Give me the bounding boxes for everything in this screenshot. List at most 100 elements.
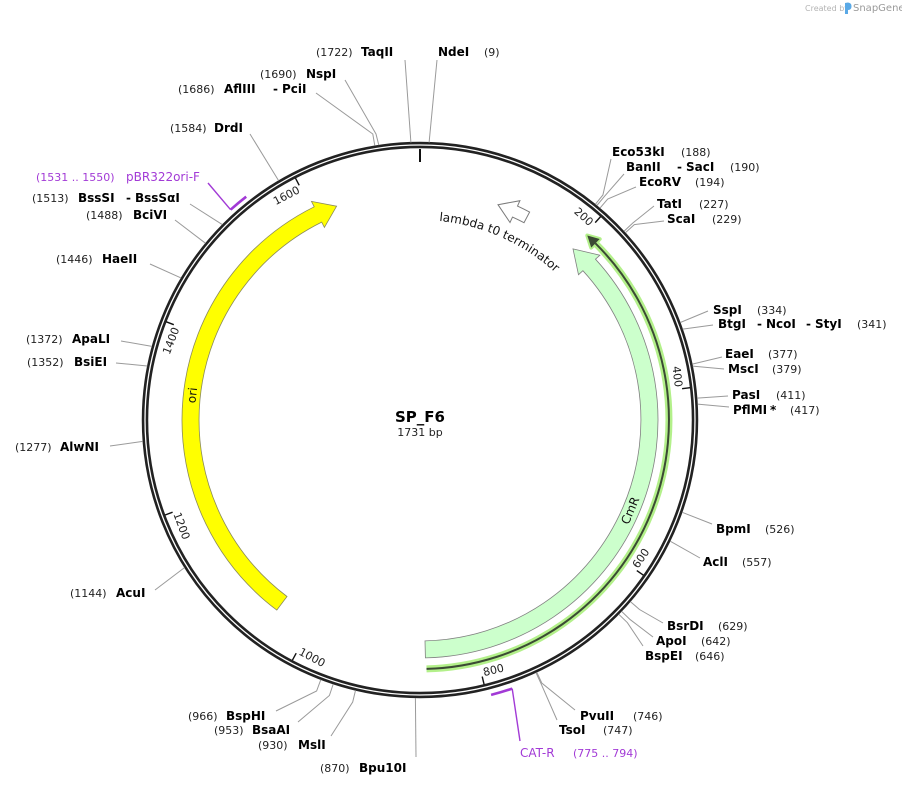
site-position: (557) (742, 556, 772, 569)
site-bspei: BspEI (646) (618, 613, 725, 663)
backbone-ring (141, 141, 699, 699)
enzyme-name: ApoI (656, 634, 687, 648)
site-sspi: SspI (334) (680, 303, 787, 323)
primer-range: (1531 .. 1550) (36, 171, 115, 184)
site-position: (334) (757, 304, 787, 317)
site-apali: (1372) ApaLI (26, 332, 152, 347)
enzyme-name: BsaAI (252, 723, 290, 737)
enzyme-name: BssSI (78, 191, 115, 205)
site-msci: MscI (379) (692, 362, 802, 376)
enzyme-name: NspI (306, 67, 336, 81)
site-position: (190) (730, 161, 760, 174)
site-eco53ki: Eco53kI (188) (594, 145, 711, 205)
enzyme-name: BciVI (133, 208, 167, 222)
site-position: (870) (320, 762, 350, 775)
site-position: (341) (857, 318, 887, 331)
site-bcivi: (1488) BciVI (86, 208, 206, 244)
enzyme-name: TaqII (361, 45, 393, 59)
site-position: (417) (790, 404, 820, 417)
enzyme-name: PvuII (580, 709, 614, 723)
enzyme-name: NcoI (766, 317, 796, 331)
enzyme-name: HaeII (102, 252, 137, 266)
site-eaei: EaeI (377) (692, 347, 798, 365)
enzyme-name: AcuI (116, 586, 145, 600)
site-position: (1722) (316, 46, 353, 59)
snapgene-logo-icon (845, 2, 852, 14)
site-position: (953) (214, 724, 244, 737)
enzyme-name: ScaI (667, 212, 695, 226)
site-position: (1686) (178, 83, 215, 96)
terminator-arrow (497, 200, 531, 224)
orf-arrowhead-icon (587, 235, 600, 248)
site-bsaai: (953) BsaAI (214, 683, 334, 737)
site-position: (930) (258, 739, 288, 752)
enzyme-name: AflIII (224, 82, 256, 96)
restriction-sites: NdeI (9) Eco53kI (188) BanII - SacI (190… (15, 45, 887, 775)
enzyme-name: MslI (298, 738, 326, 752)
site-position: (1352) (27, 356, 64, 369)
primer-cat-r: CAT-R (775 .. 794) (490, 687, 638, 760)
site-drdi: (1584) DrdI (170, 121, 280, 181)
enzyme-name: BspEI (645, 649, 683, 663)
site-bsrdi: BsrDI (629) (630, 601, 748, 633)
orf-line (426, 233, 673, 673)
enzyme-name: Bpu10I (359, 761, 406, 775)
enzyme-name: EcoRV (639, 175, 682, 189)
terminator-label-text: lambda t0 terminator (439, 210, 563, 275)
watermark-prefix: Created by (805, 4, 849, 13)
enzyme-name: SspI (713, 303, 742, 317)
plasmid-length: 1731 bp (397, 426, 442, 439)
site-pflmi: PflMI * (417) (697, 403, 820, 417)
enzyme-name: PflMI (733, 403, 767, 417)
site-nspi: (1690) NspI (260, 67, 380, 146)
site-haeii: (1446) HaeII (56, 252, 182, 279)
site-position: (747) (603, 724, 633, 737)
site-position: (1584) (170, 122, 207, 135)
site-bsphi: (966) BspHI (188, 679, 322, 723)
enzyme-name: EaeI (725, 347, 754, 361)
enzyme-name: BspHI (226, 709, 265, 723)
ori-arrow (181, 200, 338, 611)
site-bpu10i: (870) Bpu10I (320, 697, 417, 775)
enzyme-name: StyI (815, 317, 842, 331)
site-tati: TatI (227) (623, 197, 729, 232)
enzyme-name: PasI (732, 388, 760, 402)
site-position: (1372) (26, 333, 63, 346)
feature-ori: ori (181, 200, 338, 611)
enzyme-name: NdeI (438, 45, 469, 59)
site-position: (9) (484, 46, 500, 59)
enzyme-name: ApaLI (72, 332, 110, 346)
site-position: (1277) (15, 441, 52, 454)
feature-cmr: CmR (424, 248, 659, 659)
site-bsssi-bsssai: (1513) BssSI - BssSαI (32, 191, 223, 226)
cmr-arrow (424, 248, 659, 659)
enzyme-separator: - (757, 317, 762, 331)
site-bpmi: BpmI (526) (682, 511, 795, 536)
site-position: (194) (695, 176, 725, 189)
enzyme-name: BtgI (718, 317, 746, 331)
snapgene-watermark: Created by SnapGene (805, 2, 902, 14)
site-position: (629) (718, 620, 748, 633)
site-position: (1488) (86, 209, 123, 222)
primer-pbr322ori-f: (1531 .. 1550) pBR322ori-F (36, 170, 247, 211)
enzyme-name: SacI (686, 160, 714, 174)
site-msli: (930) MslI (258, 690, 356, 752)
site-scai: ScaI (229) (625, 212, 742, 234)
primer-range: (775 .. 794) (573, 747, 638, 760)
site-acui: (1144) AcuI (70, 567, 185, 600)
site-bsiei: (1352) BsiEI (27, 355, 148, 369)
enzyme-name: AclI (703, 555, 728, 569)
site-pasi: PasI (411) (697, 388, 806, 402)
site-position: (966) (188, 710, 218, 723)
enzyme-name: Eco53kI (612, 145, 665, 159)
enzyme-name: BpmI (716, 522, 751, 536)
tick-label-800: 800 (482, 661, 505, 679)
enzyme-marker: * (770, 403, 777, 417)
enzyme-name: BsiEI (74, 355, 107, 369)
site-acli: AclI (557) (669, 540, 772, 569)
site-position: (1144) (70, 587, 107, 600)
watermark-brand: SnapGene (853, 3, 902, 14)
enzyme-separator: - (273, 82, 278, 96)
ori-label: ori (184, 387, 200, 404)
site-position: (1690) (260, 68, 297, 81)
